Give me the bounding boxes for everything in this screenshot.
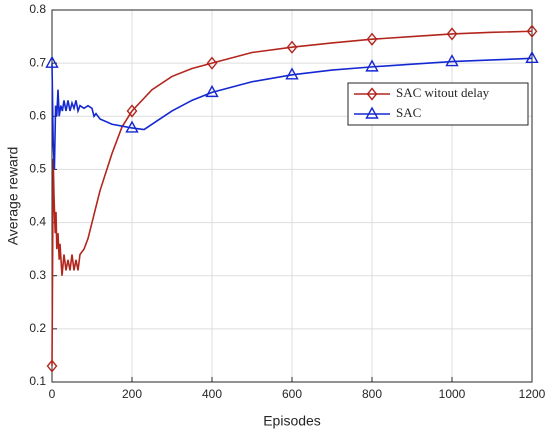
series-line	[51, 30, 533, 367]
x-tick-label: 800	[362, 387, 382, 401]
y-tick-label: 0.5	[29, 162, 46, 176]
x-axis-label: Episodes	[263, 413, 321, 429]
point-marker	[126, 104, 138, 118]
point-marker	[285, 67, 299, 80]
x-tick-label: 1000	[439, 387, 466, 401]
point-marker	[45, 55, 59, 68]
point-marker	[365, 59, 379, 72]
y-tick-label: 0.3	[29, 268, 46, 282]
x-tick-label: 1200	[519, 387, 546, 401]
x-tick-label: 600	[282, 387, 302, 401]
series-line	[51, 57, 533, 170]
legend-label: SAC witout delay	[396, 85, 490, 100]
point-marker	[525, 50, 539, 64]
y-tick-label: 0.6	[29, 108, 46, 122]
y-tick-label: 0.1	[29, 374, 46, 388]
x-tick-label: 200	[122, 387, 142, 401]
legend-label: SAC	[396, 105, 421, 120]
legend-marker	[365, 106, 379, 119]
point-marker	[446, 27, 458, 41]
point-marker	[526, 24, 538, 38]
y-axis-label: Average reward	[5, 147, 21, 246]
point-marker	[286, 40, 298, 54]
point-marker	[46, 359, 58, 373]
x-tick-label: 0	[49, 387, 56, 401]
point-marker	[205, 84, 219, 98]
point-marker	[366, 32, 378, 46]
y-tick-label: 0.2	[29, 321, 46, 335]
legend-marker	[366, 87, 378, 101]
point-marker	[445, 54, 459, 67]
point-marker	[206, 56, 218, 70]
x-tick-label: 400	[202, 387, 222, 401]
y-tick-label: 0.7	[29, 55, 46, 69]
y-tick-label: 0.4	[29, 215, 46, 229]
legend: SAC witout delay SAC	[347, 82, 529, 126]
y-tick-label: 0.8	[29, 2, 46, 16]
plot-frame	[51, 9, 533, 383]
point-marker	[125, 120, 139, 133]
